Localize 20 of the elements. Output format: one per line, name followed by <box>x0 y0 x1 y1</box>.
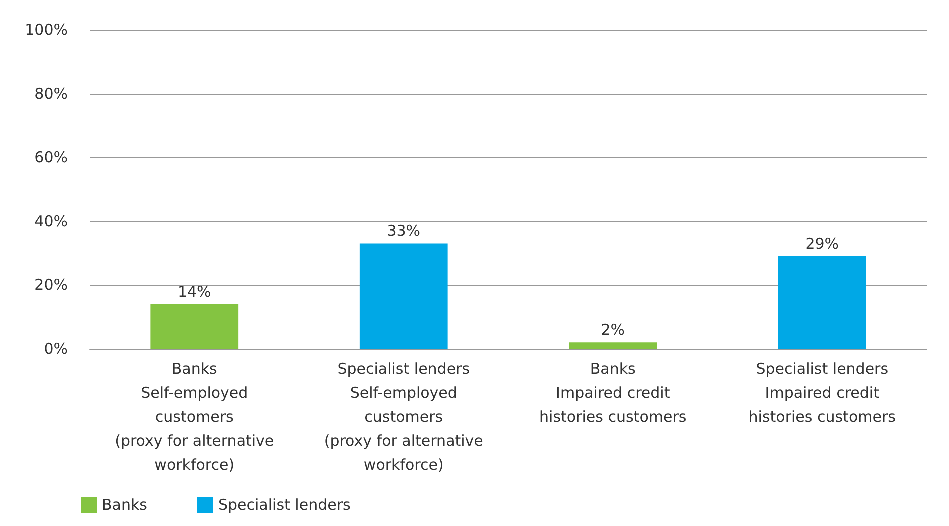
x-tick-label: Banks Impaired credit histories customers <box>540 360 687 426</box>
data-label: 33% <box>387 222 421 240</box>
legend-label: Banks <box>102 496 148 514</box>
y-tick-label: 40% <box>34 212 68 230</box>
bar <box>778 256 866 349</box>
bar <box>150 304 239 349</box>
bar <box>569 342 658 349</box>
y-tick-label: 80% <box>34 84 68 103</box>
y-tick-label: 100% <box>25 21 68 39</box>
bar <box>360 244 448 349</box>
data-label: 2% <box>601 321 626 340</box>
x-tick-label: Specialist lenders Self-employed customers (proxy for alternative workforce) <box>324 360 484 474</box>
y-tick-label: 60% <box>34 148 68 167</box>
data-label: 29% <box>806 234 840 253</box>
data-label: 14% <box>178 282 212 301</box>
legend-label: Specialist lenders <box>218 496 351 514</box>
y-tick-label: 0% <box>44 340 68 358</box>
x-tick-label: Specialist lenders Impaired credit histories customers <box>748 360 896 426</box>
x-tick-label: Banks Self-employed customers (proxy for alternative workforce) <box>115 360 274 474</box>
y-tick-label: 20% <box>34 276 68 294</box>
